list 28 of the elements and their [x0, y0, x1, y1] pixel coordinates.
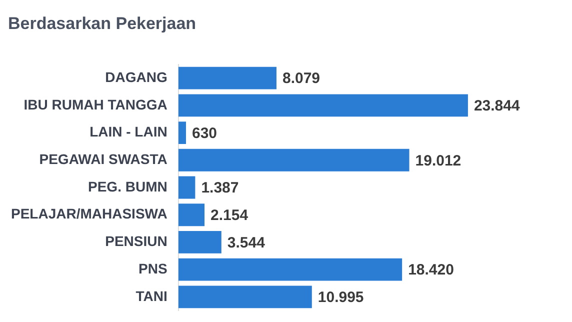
- data-label: 1.387: [201, 180, 239, 197]
- bar: [178, 148, 410, 172]
- y-tick-label: PELAJAR/MAHASISWA: [10, 206, 168, 222]
- y-tick-label: IBU RUMAH TANGGA: [24, 96, 168, 112]
- data-label: 3.544: [227, 234, 266, 252]
- data-label: 23.844: [474, 98, 520, 115]
- y-tick-label: PEG. BUMN: [88, 178, 168, 194]
- data-label: 630: [192, 124, 218, 142]
- y-tick-label: PEGAWAI SWASTA: [39, 151, 168, 168]
- bar: [178, 66, 276, 90]
- data-label: 8.079: [282, 70, 320, 88]
- bar: [178, 176, 196, 199]
- data-label: 19.012: [415, 152, 462, 170]
- bar: [178, 94, 468, 117]
- bar: [178, 122, 186, 144]
- bar: [178, 230, 222, 254]
- y-tick-label: LAIN - LAIN: [90, 124, 168, 140]
- y-tick-label: PENSIUN: [105, 233, 168, 250]
- data-label: 10.995: [318, 289, 364, 306]
- data-label: 2.154: [210, 206, 249, 224]
- data-label: 18.420: [408, 262, 454, 279]
- bar: [178, 258, 402, 281]
- bar: [178, 286, 312, 308]
- chart-title: Berdasarkan Pekerjaan: [8, 14, 196, 33]
- y-tick-label: TANI: [136, 288, 168, 304]
- y-tick-label: PNS: [138, 260, 168, 276]
- bar: [178, 204, 205, 226]
- y-tick-label: DAGANG: [105, 68, 168, 85]
